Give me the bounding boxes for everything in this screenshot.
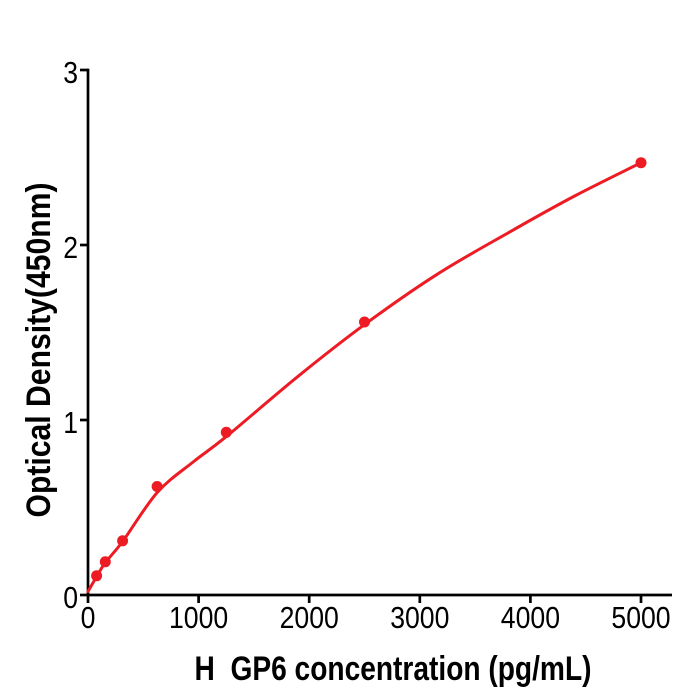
data-point <box>91 570 103 582</box>
data-point <box>99 556 111 568</box>
y-tick-label: 2 <box>63 230 78 265</box>
fit-curve-line <box>86 161 643 593</box>
data-points <box>91 157 647 582</box>
x-tick-label: 0 <box>81 600 96 635</box>
y-tick-label: 0 <box>63 580 78 615</box>
data-point <box>220 426 232 438</box>
y-axis-label: Optical Density(450nm) <box>20 183 58 518</box>
axes <box>86 68 672 597</box>
x-tick-label: 1000 <box>169 600 228 635</box>
data-point <box>117 535 129 547</box>
y-tick-label: 3 <box>63 55 78 90</box>
y-tick-label: 1 <box>63 405 78 440</box>
data-point <box>635 157 647 169</box>
data-point <box>359 316 370 328</box>
x-tick-label: 2000 <box>280 600 339 635</box>
y-axis-ticks: 0 1 2 3 <box>63 55 88 615</box>
x-axis-label: H GP6 concentration (pg/mL) <box>195 650 592 688</box>
x-axis-ticks: 0 1000 2000 3000 4000 5000 <box>81 595 671 635</box>
data-point <box>151 481 163 492</box>
x-tick-label: 4000 <box>501 600 560 635</box>
x-tick-label: 5000 <box>611 600 670 635</box>
x-tick-label: 3000 <box>390 600 449 635</box>
